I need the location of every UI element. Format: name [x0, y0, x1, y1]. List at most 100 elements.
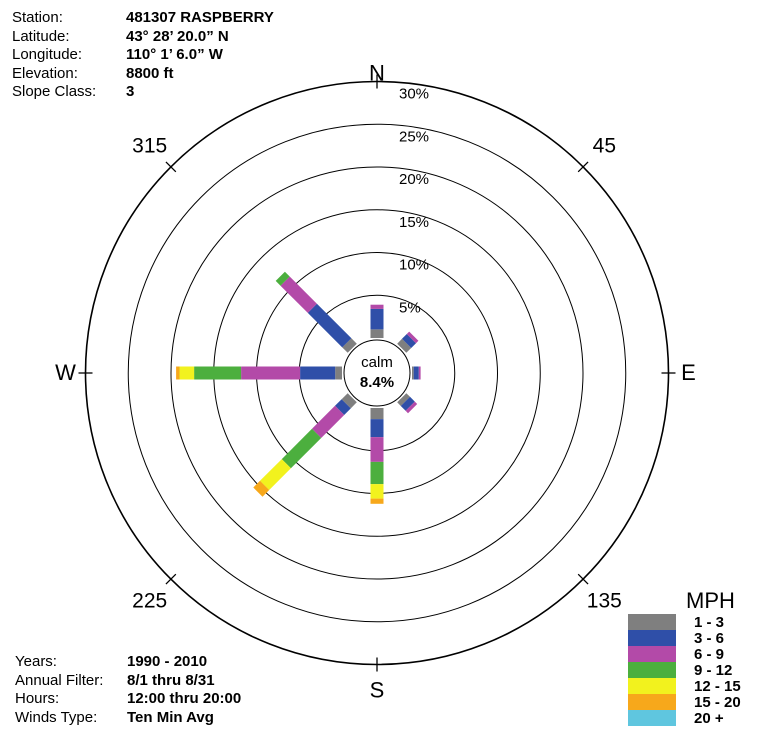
- legend-label: 9 - 12: [694, 662, 732, 679]
- wind-bar-segment: [281, 428, 322, 469]
- range-ring: [170, 166, 584, 580]
- calm-value: 8.4%: [360, 374, 394, 391]
- legend-swatch: [628, 678, 676, 694]
- station-label: Station:: [12, 9, 63, 26]
- period-row: Years: 1990 - 2010: [15, 653, 241, 672]
- wind-bar-segment: [300, 366, 336, 380]
- station-row: Latitude: 43° 28’ 20.0” N: [12, 28, 274, 47]
- period-value: 12:00 thru 20:00: [127, 690, 242, 707]
- ring-label: 25%: [399, 128, 429, 145]
- legend-swatch: [628, 646, 676, 662]
- legend-label: 12 - 15: [694, 678, 741, 695]
- station-value: 43° 28’ 20.0” N: [126, 27, 229, 45]
- direction-label: 45: [593, 135, 616, 158]
- wind-bar-segment: [397, 338, 412, 353]
- direction-label: 135: [587, 589, 622, 612]
- wind-bar-segment: [406, 331, 419, 344]
- wind-bar-segment: [341, 393, 357, 409]
- station-value: 3: [126, 83, 135, 100]
- direction-tick: [577, 573, 589, 585]
- wind-bar-segment: [280, 276, 317, 313]
- legend-label: 1 - 3: [694, 614, 724, 631]
- legend-label: 20 +: [694, 710, 724, 727]
- wind-bar-segment: [335, 399, 351, 415]
- wind-bar-segment: [241, 366, 301, 380]
- period-row: Hours: 12:00 thru 20:00: [15, 690, 241, 709]
- station-value: 481307 RASPBERRY: [126, 9, 274, 26]
- direction-label: E: [681, 360, 696, 385]
- period-value: 8/1 thru 8/31: [127, 671, 215, 689]
- wind-bar-segment: [176, 366, 180, 380]
- period-label: Hours:: [15, 690, 60, 707]
- station-value: 110° 1’ 6.0” W: [126, 46, 223, 63]
- wind-bar-segment: [312, 405, 345, 438]
- wind-bar-segment: [275, 271, 290, 286]
- wind-bar-segment: [370, 408, 384, 420]
- wind-bar-segment: [194, 366, 242, 380]
- ring-label: 5%: [399, 299, 421, 316]
- station-row: Station: 481307 RASPBERRY: [12, 9, 274, 28]
- ring-label: 15%: [399, 214, 429, 231]
- wind-bar-segment: [402, 334, 416, 348]
- legend-label: 6 - 9: [694, 646, 724, 663]
- range-ring: [127, 123, 627, 623]
- direction-label: W: [55, 360, 76, 385]
- period-info: Years: 1990 - 2010 Annual Filter: 8/1 thru …: [15, 653, 241, 727]
- wind-bar-segment: [397, 393, 410, 406]
- wind-bar-segment: [342, 338, 357, 353]
- legend-swatch: [628, 662, 676, 678]
- wind-bar-segment: [179, 366, 195, 380]
- station-label: Latitude:: [12, 27, 70, 45]
- calm-circle: [343, 339, 411, 407]
- period-label: Annual Filter:: [15, 671, 104, 689]
- wind-bar-segment: [307, 303, 352, 348]
- ring-label: 20%: [399, 171, 429, 188]
- wind-bar-segment: [412, 366, 414, 380]
- direction-label: 225: [132, 589, 167, 612]
- station-row: Longitude: 110° 1’ 6.0” W: [12, 46, 274, 65]
- direction-tick: [577, 161, 589, 173]
- station-label: Elevation:: [12, 64, 78, 82]
- legend-label: 3 - 6: [694, 630, 724, 647]
- legend-title: MPH: [686, 588, 735, 613]
- station-row: Slope Class: 3: [12, 83, 274, 102]
- station-value: 8800 ft: [126, 64, 174, 82]
- wind-bar-segment: [335, 366, 342, 380]
- station-label: Longitude:: [12, 46, 83, 63]
- period-row: Winds Type: Ten Min Avg: [15, 709, 241, 728]
- calm-center: calm 8.4%: [343, 339, 411, 407]
- ring-label: 10%: [399, 257, 429, 274]
- direction-axis: N 45 E 135 S 225 W 315: [55, 61, 696, 703]
- ring-label: 30%: [399, 86, 429, 103]
- wind-bar-segment: [370, 308, 384, 330]
- wind-bar-segment: [418, 366, 421, 380]
- wind-bar-segment: [370, 437, 384, 462]
- wind-bar-segment: [370, 461, 384, 485]
- direction-label: N: [369, 61, 385, 86]
- wind-bar-segment: [370, 329, 384, 338]
- legend-swatch: [628, 694, 676, 710]
- station-info: Station: 481307 RASPBERRY Latitude: 43° 28’…: [12, 9, 274, 102]
- wind-bar-segment: [370, 419, 384, 438]
- period-value: Ten Min Avg: [127, 708, 214, 726]
- direction-tick: [165, 573, 177, 585]
- wind-bars: [176, 271, 421, 504]
- legend-swatch: [628, 630, 676, 646]
- period-label: Winds Type:: [15, 708, 98, 726]
- station-label: Slope Class:: [12, 83, 97, 100]
- station-row: Elevation: 8800 ft: [12, 65, 274, 84]
- wind-bar-segment: [253, 480, 270, 497]
- period-value: 1990 - 2010: [127, 653, 208, 670]
- wind-bar-segment: [413, 366, 419, 380]
- period-label: Years:: [15, 653, 57, 670]
- wind-bar-segment: [400, 396, 415, 411]
- direction-label: S: [370, 678, 385, 703]
- wind-bar-segment: [260, 459, 291, 490]
- direction-label: 315: [132, 135, 167, 158]
- wind-bar-segment: [405, 401, 418, 414]
- legend-swatch: [628, 710, 676, 726]
- legend-label: 15 - 20: [694, 694, 741, 711]
- calm-label: calm: [361, 354, 393, 371]
